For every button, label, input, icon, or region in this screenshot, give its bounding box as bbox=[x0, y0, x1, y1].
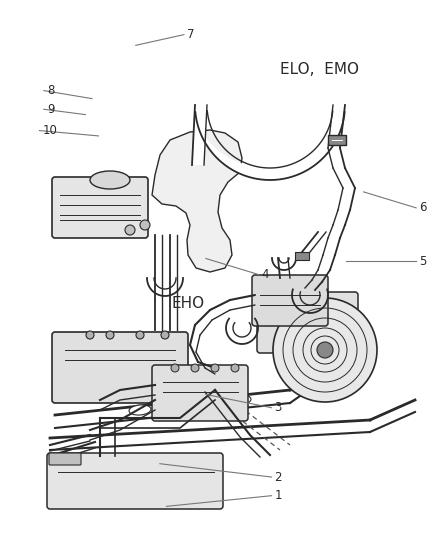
Bar bbox=[295, 252, 309, 260]
FancyBboxPatch shape bbox=[47, 453, 223, 509]
Circle shape bbox=[161, 331, 169, 339]
Text: 4: 4 bbox=[261, 268, 269, 281]
Circle shape bbox=[231, 364, 239, 372]
Text: 9: 9 bbox=[47, 103, 54, 116]
Circle shape bbox=[191, 364, 199, 372]
FancyBboxPatch shape bbox=[152, 365, 248, 421]
Text: 1: 1 bbox=[275, 489, 282, 502]
FancyBboxPatch shape bbox=[49, 453, 81, 465]
Ellipse shape bbox=[229, 395, 251, 405]
FancyBboxPatch shape bbox=[252, 275, 328, 326]
Text: EHO: EHO bbox=[172, 296, 205, 311]
Polygon shape bbox=[152, 130, 242, 272]
FancyBboxPatch shape bbox=[52, 177, 148, 238]
Circle shape bbox=[136, 331, 144, 339]
Circle shape bbox=[125, 225, 135, 235]
Ellipse shape bbox=[90, 171, 130, 189]
Circle shape bbox=[273, 298, 377, 402]
Circle shape bbox=[317, 342, 333, 358]
FancyBboxPatch shape bbox=[52, 332, 188, 403]
Circle shape bbox=[171, 364, 179, 372]
FancyBboxPatch shape bbox=[257, 292, 358, 353]
Bar bbox=[328, 135, 346, 145]
Text: ELO,  EMO: ELO, EMO bbox=[280, 62, 359, 77]
Text: 7: 7 bbox=[187, 28, 194, 41]
Text: 3: 3 bbox=[275, 401, 282, 414]
Circle shape bbox=[86, 331, 94, 339]
Text: 8: 8 bbox=[47, 84, 54, 97]
Ellipse shape bbox=[129, 405, 151, 415]
Text: 2: 2 bbox=[275, 471, 282, 483]
Text: 5: 5 bbox=[419, 255, 427, 268]
Text: 10: 10 bbox=[42, 124, 57, 137]
Circle shape bbox=[106, 331, 114, 339]
Circle shape bbox=[140, 220, 150, 230]
Text: 6: 6 bbox=[419, 201, 427, 214]
Ellipse shape bbox=[179, 400, 201, 410]
Circle shape bbox=[211, 364, 219, 372]
